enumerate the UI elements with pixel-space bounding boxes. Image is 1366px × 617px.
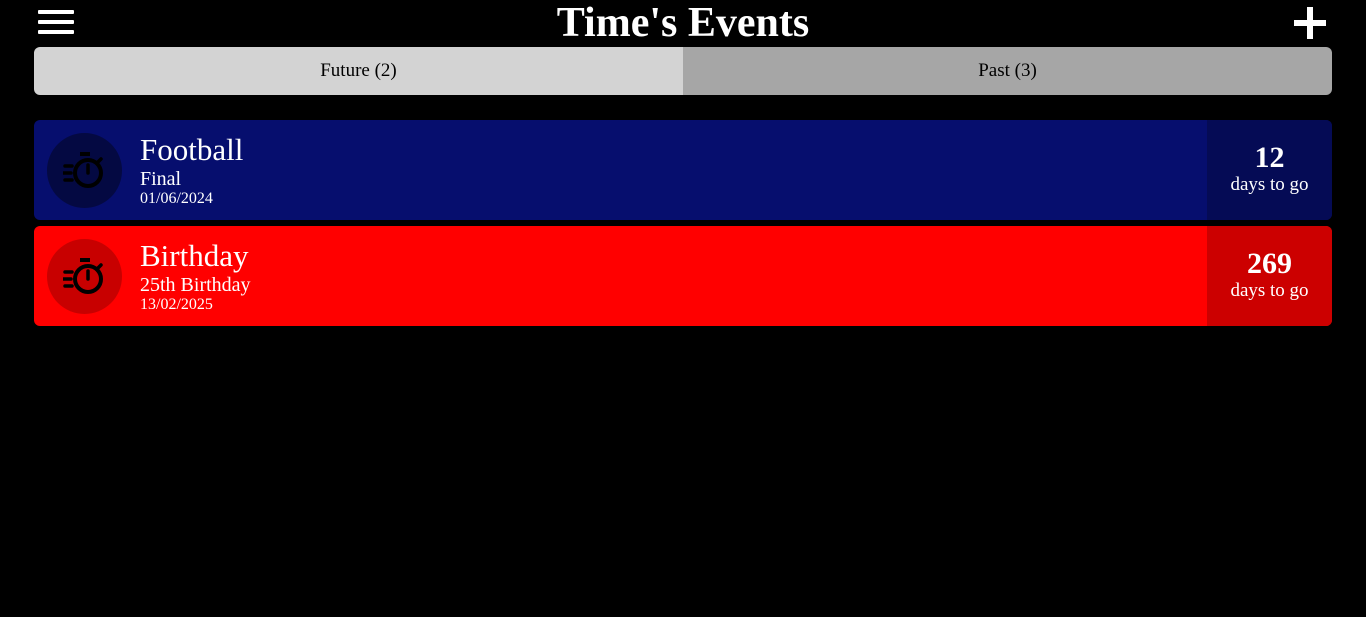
- event-subtitle: Final: [140, 168, 182, 190]
- event-card-birthday[interactable]: Birthday 25th Birthday 13/02/2025 269 da…: [34, 226, 1332, 326]
- event-countdown: 12 days to go: [1207, 120, 1332, 220]
- countdown-number: 12: [1254, 141, 1285, 174]
- stopwatch-icon: [47, 239, 122, 314]
- event-main: Football Final 01/06/2024: [34, 120, 1207, 220]
- event-date: 01/06/2024: [140, 190, 213, 207]
- countdown-number: 269: [1247, 247, 1292, 280]
- event-list: Football Final 01/06/2024 12 days to go: [34, 120, 1332, 332]
- event-name: Birthday: [140, 238, 249, 273]
- hamburger-menu-icon[interactable]: [38, 8, 74, 36]
- event-countdown: 269 days to go: [1207, 226, 1332, 326]
- event-subtitle: 25th Birthday: [140, 274, 251, 296]
- event-tabs: Future (2) Past (3): [34, 47, 1332, 95]
- event-date: 13/02/2025: [140, 296, 213, 313]
- stopwatch-icon: [47, 133, 122, 208]
- event-name: Football: [140, 132, 244, 167]
- tab-future[interactable]: Future (2): [34, 47, 683, 95]
- event-card-football[interactable]: Football Final 01/06/2024 12 days to go: [34, 120, 1332, 220]
- top-bar: Time's Events: [0, 0, 1366, 46]
- plus-icon[interactable]: [1294, 7, 1326, 39]
- countdown-label: days to go: [1230, 280, 1309, 301]
- countdown-label: days to go: [1230, 174, 1309, 195]
- event-main: Birthday 25th Birthday 13/02/2025: [34, 226, 1207, 326]
- app-title: Time's Events: [556, 0, 810, 46]
- tab-past[interactable]: Past (3): [683, 47, 1332, 95]
